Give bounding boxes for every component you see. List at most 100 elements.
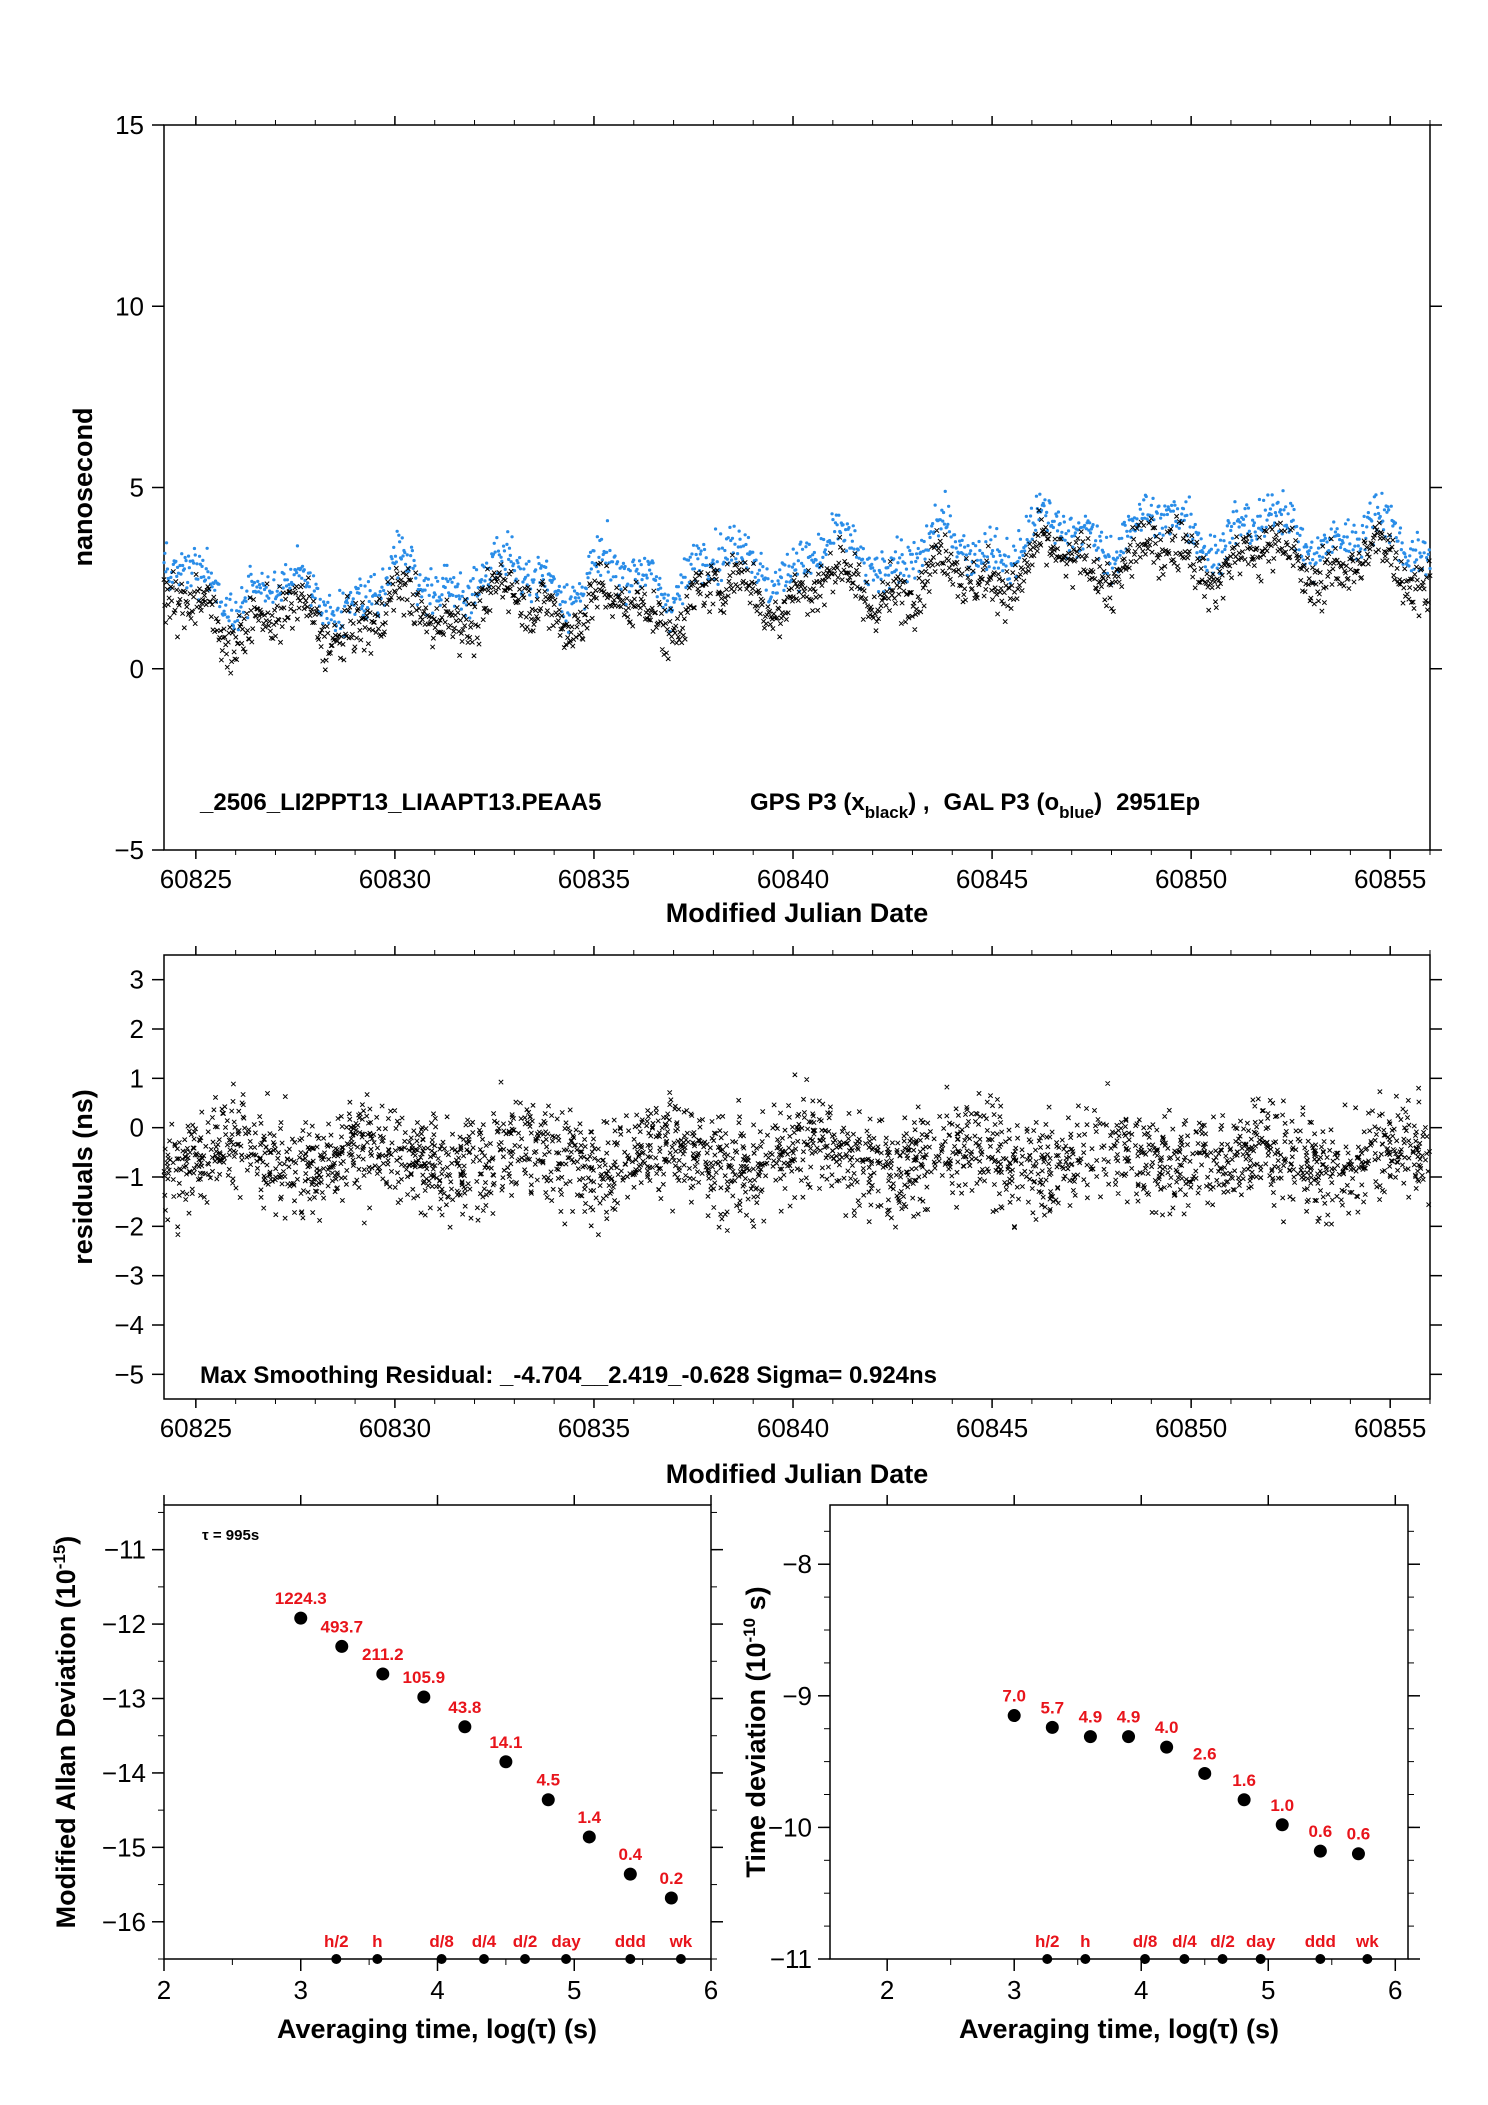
point-label: 1.0 bbox=[1270, 1796, 1294, 1815]
interval-label: day bbox=[1246, 1932, 1276, 1951]
plot-frame bbox=[163, 1504, 712, 1960]
interval-marker bbox=[372, 1954, 383, 1964]
x-tick-label: 60825 bbox=[160, 864, 232, 894]
axis-ticks: 2 3 4 5 6 −16 −15 −14 −13 −12 −11 bbox=[102, 1495, 723, 2005]
tau-note: τ = 995s bbox=[202, 1527, 259, 1544]
y-tick-label: −13 bbox=[102, 1684, 146, 1714]
x-axis-title: Modified Julian Date bbox=[666, 1459, 929, 1489]
point-label: 0.6 bbox=[1309, 1822, 1333, 1841]
interval-marker bbox=[436, 1954, 447, 1964]
y-tick-label: 3 bbox=[130, 965, 144, 995]
point-label: 493.7 bbox=[321, 1617, 364, 1636]
y-tick-label: −11 bbox=[770, 1944, 812, 1974]
x-tick-label: 60845 bbox=[956, 864, 1028, 894]
y-tick-label: −14 bbox=[102, 1758, 146, 1788]
x-tick-label: 60835 bbox=[558, 864, 630, 894]
x-tick-label: 60840 bbox=[757, 1413, 829, 1443]
interval-marker bbox=[1315, 1954, 1326, 1964]
point-label: 0.6 bbox=[1347, 1825, 1371, 1844]
interval-marker bbox=[520, 1954, 531, 1964]
axis-ticks: 60825 60830 60835 60840 60845 60850 60855 −5 −4 −… bbox=[114, 946, 1442, 1443]
x-tick-label: 5 bbox=[1261, 1975, 1275, 2005]
interval-marker bbox=[675, 1954, 686, 1964]
y-axis-title: Time deviation (10-10 s) bbox=[740, 1586, 771, 1877]
interval-marker bbox=[331, 1954, 342, 1964]
interval-label: d/2 bbox=[513, 1932, 538, 1951]
interval-label: d/8 bbox=[429, 1932, 454, 1951]
point-label: 1224.3 bbox=[275, 1589, 327, 1608]
x-tick-label: 60835 bbox=[558, 1413, 630, 1443]
deviation-point bbox=[664, 1891, 678, 1905]
interval-label: h/2 bbox=[324, 1932, 349, 1951]
point-label: 5.7 bbox=[1040, 1698, 1064, 1717]
point-label: 2.6 bbox=[1193, 1744, 1217, 1763]
y-tick-label: 0 bbox=[130, 654, 144, 684]
deviation-point bbox=[458, 1720, 472, 1734]
interval-marker bbox=[1255, 1954, 1266, 1964]
data-points: 7.0 5.7 4.9 4.9 4.0 2.6 1.6 1.0 0.6 0.6 h/2 h d/8 d/4… bbox=[1002, 1687, 1379, 1964]
plot-frame bbox=[163, 124, 1431, 851]
x-tick-label: 60850 bbox=[1155, 864, 1227, 894]
x-tick-label: 60830 bbox=[359, 1413, 431, 1443]
point-label: 0.2 bbox=[660, 1869, 684, 1888]
interval-label: wk bbox=[1355, 1932, 1379, 1951]
y-tick-label: 5 bbox=[130, 473, 144, 503]
interval-marker bbox=[1179, 1954, 1190, 1964]
point-label: 4.0 bbox=[1155, 1718, 1179, 1737]
deviation-point bbox=[1313, 1844, 1327, 1858]
x-tick-label: 60850 bbox=[1155, 1413, 1227, 1443]
y-tick-label: −11 bbox=[104, 1535, 146, 1565]
plot-frame bbox=[829, 1504, 1409, 1960]
y-tick-label: 2 bbox=[130, 1014, 144, 1044]
deviation-point bbox=[1351, 1847, 1365, 1861]
gal-series-points bbox=[162, 489, 1432, 638]
interval-label: wk bbox=[669, 1932, 693, 1951]
point-label: 43.8 bbox=[448, 1698, 481, 1717]
y-tick-label: −5 bbox=[114, 1359, 144, 1389]
interval-marker bbox=[625, 1954, 636, 1964]
data-points bbox=[161, 489, 1433, 676]
interval-marker bbox=[1042, 1954, 1053, 1964]
residuals-panel: 60825 60830 60835 60840 60845 60850 60855 −5 −4 −… bbox=[68, 946, 1442, 1489]
deviation-point bbox=[582, 1830, 596, 1844]
x-tick-label: 6 bbox=[704, 1975, 718, 2005]
point-label: 7.0 bbox=[1002, 1687, 1026, 1706]
y-tick-label: −4 bbox=[114, 1310, 144, 1340]
interval-marker bbox=[1080, 1954, 1091, 1964]
interval-marker bbox=[1217, 1954, 1228, 1964]
interval-label: day bbox=[551, 1932, 581, 1951]
y-tick-label: −15 bbox=[102, 1832, 146, 1862]
y-tick-label: −3 bbox=[114, 1261, 144, 1291]
modified-allan-deviation-panel: 2 3 4 5 6 −16 −15 −14 −13 −12 −11 1224.3 493.7 211.2… bbox=[50, 1495, 723, 2044]
x-tick-label: 60855 bbox=[1354, 1413, 1426, 1443]
point-label: 4.9 bbox=[1079, 1708, 1103, 1727]
interval-label: d/8 bbox=[1133, 1932, 1158, 1951]
deviation-point bbox=[499, 1755, 513, 1769]
x-tick-label: 2 bbox=[880, 1975, 894, 2005]
deviation-point bbox=[294, 1611, 308, 1625]
deviation-point bbox=[1160, 1740, 1174, 1754]
x-tick-label: 3 bbox=[294, 1975, 308, 2005]
x-tick-label: 60830 bbox=[359, 864, 431, 894]
time-deviation-panel: 2 3 4 5 6 −11 −10 −9 −8 7.0 5.7 4.9 4.9 4.0 2.6 1.6 1.0… bbox=[740, 1495, 1420, 2044]
y-axis-title: Modified Allan Deviation (10-15) bbox=[50, 1536, 81, 1929]
x-tick-label: 60825 bbox=[160, 1413, 232, 1443]
y-tick-label: −2 bbox=[114, 1211, 144, 1241]
time-series-panel: 60825 60830 60835 60840 60845 60850 60855 −5 0 5 1… bbox=[68, 110, 1442, 928]
y-tick-label: 15 bbox=[115, 110, 144, 140]
point-label: 105.9 bbox=[403, 1668, 446, 1687]
point-label: 4.5 bbox=[536, 1771, 560, 1790]
data-points bbox=[161, 1072, 1433, 1238]
x-axis-title: Averaging time, log(τ) (s) bbox=[959, 2014, 1279, 2044]
y-tick-label: −10 bbox=[768, 1812, 812, 1842]
x-axis-title: Averaging time, log(τ) (s) bbox=[277, 2014, 597, 2044]
interval-marker bbox=[561, 1954, 572, 1964]
data-points: 1224.3 493.7 211.2 105.943.8 14.1 4.5 1.4 0.4 0.… bbox=[275, 1589, 693, 1964]
point-label: 1.6 bbox=[1232, 1771, 1256, 1790]
point-label: 1.4 bbox=[577, 1808, 601, 1827]
interval-marker bbox=[1362, 1954, 1373, 1964]
interval-label: ddd bbox=[615, 1932, 646, 1951]
file-annotation: _2506_LI2PPT13_LIAAPT13.PEAA5 bbox=[199, 789, 602, 816]
point-label: 0.4 bbox=[618, 1845, 642, 1864]
